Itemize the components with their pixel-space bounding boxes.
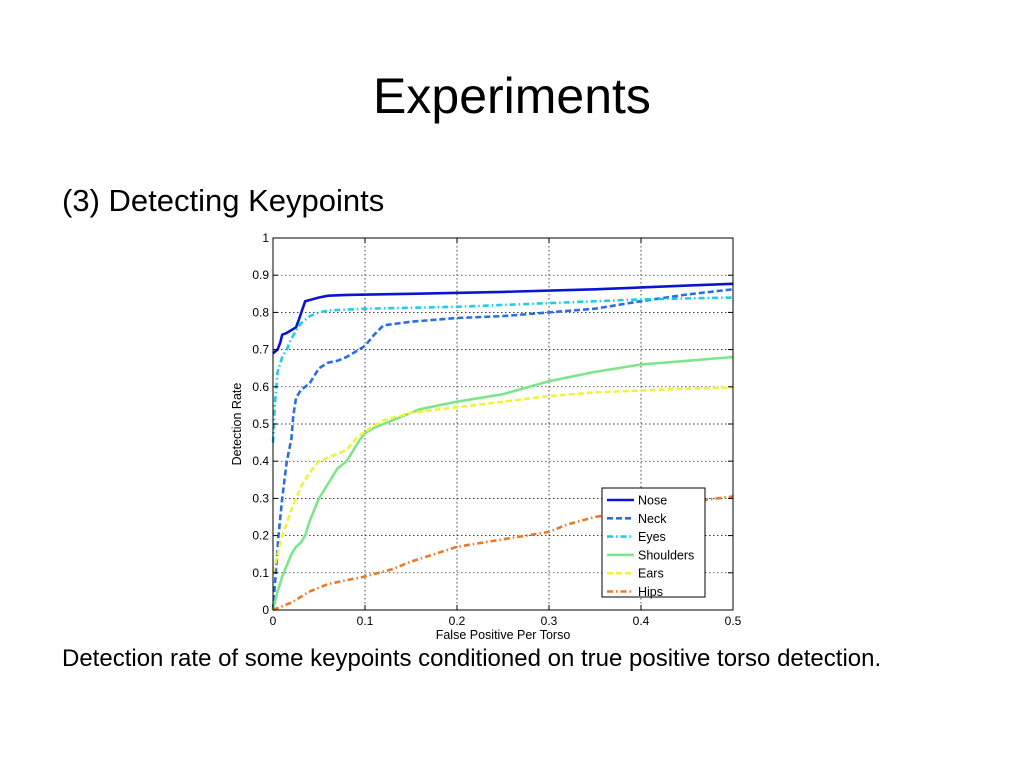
y-tick-label: 0.3	[252, 491, 269, 505]
x-tick-label: 0.4	[633, 614, 650, 628]
x-axis-label: False Positive Per Torso	[436, 628, 571, 642]
y-tick-label: 0.9	[252, 268, 269, 282]
legend-label-hips: Hips	[638, 585, 663, 599]
y-tick-label: 0.8	[252, 305, 269, 319]
y-tick-label: 0.5	[252, 417, 269, 431]
legend-box	[601, 487, 706, 598]
detection-rate-chart: 0 0.1 0.2 0.3 0.4 0.5 0 0.1 0.2 0.3 0.4 0.5 0.6 0.7 0.…	[226, 230, 750, 646]
y-tick-label: 0.7	[252, 343, 269, 357]
x-tick-label: 0.2	[449, 614, 466, 628]
legend-label-ears: Ears	[638, 567, 664, 581]
series-line-shoulders	[271, 355, 734, 611]
y-tick-label: 0.2	[252, 529, 269, 543]
y-tick-label: 0	[262, 603, 269, 617]
slide-caption: Detection rate of some keypoints conditi…	[62, 645, 882, 672]
series-line-neck	[271, 288, 734, 611]
chart-svg: 0 0.1 0.2 0.3 0.4 0.5 0 0.1 0.2 0.3 0.4 0.5 0.6 0.7 0.…	[230, 231, 742, 642]
legend-label-eyes: Eyes	[638, 530, 666, 544]
y-axis-label: Detection Rate	[230, 383, 244, 466]
y-tick-label: 1	[262, 231, 269, 245]
series-line-nose	[272, 282, 734, 355]
slide-subtitle: (3) Detecting Keypoints	[62, 183, 385, 218]
y-tick-label: 0.6	[252, 380, 269, 394]
x-tick-label: 0.5	[725, 614, 742, 628]
y-tick-label: 0.1	[252, 566, 269, 580]
legend-label-neck: Neck	[638, 512, 667, 526]
slide-title: Experiments	[373, 68, 651, 124]
x-tick-label: 0.3	[541, 614, 558, 628]
series-line-ears	[271, 386, 734, 574]
x-tick-label: 0.1	[357, 614, 374, 628]
x-tick-label: 0	[270, 614, 277, 628]
legend-label-nose: Nose	[638, 494, 667, 508]
series-line-eyes	[271, 296, 734, 443]
y-tick-label: 0.4	[252, 454, 269, 468]
legend-label-shoulders: Shoulders	[638, 548, 694, 562]
